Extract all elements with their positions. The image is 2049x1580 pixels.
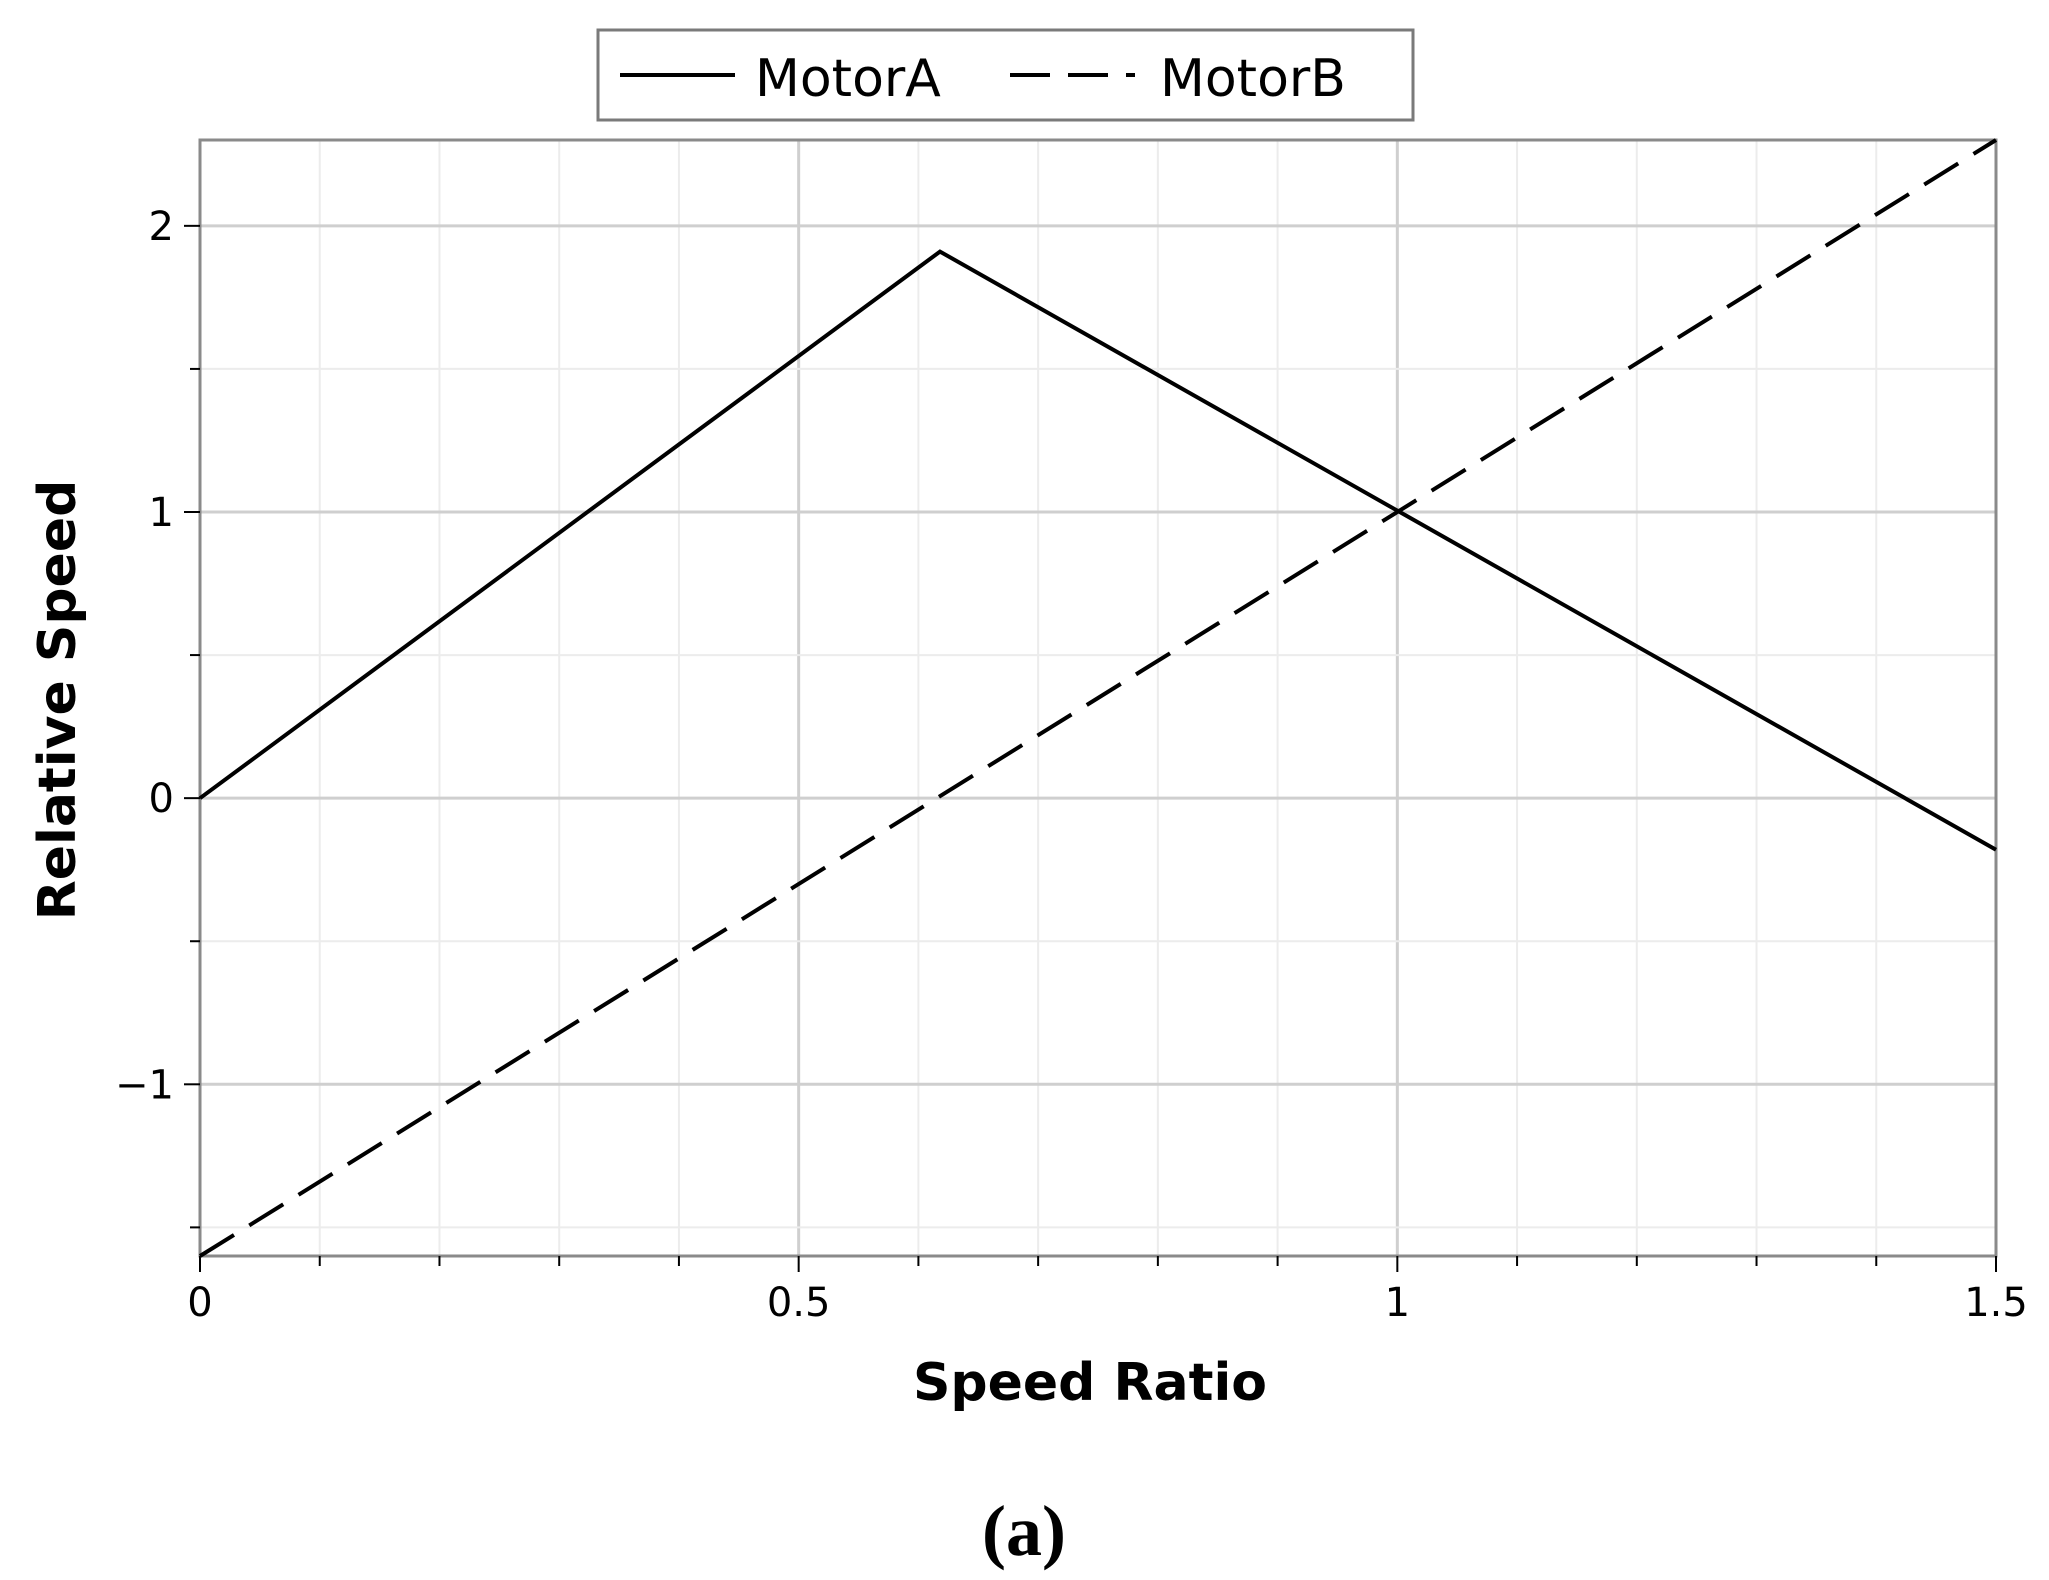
x-tick-label: 1.5 xyxy=(1964,1280,2028,1326)
legend-label-motor-b: MotorB xyxy=(1160,49,1346,109)
y-tick-label: 2 xyxy=(149,204,174,250)
x-tick-label: 0 xyxy=(187,1280,212,1326)
legend-label-motor-a: MotorA xyxy=(755,49,941,109)
y-tick-label: 0 xyxy=(149,776,174,822)
y-tick-label: 1 xyxy=(149,490,174,536)
plot-area-frame xyxy=(198,138,1998,1258)
y-axis-label: Relative Speed xyxy=(28,480,88,921)
x-tick-label: 0.5 xyxy=(767,1280,831,1326)
series-line-motorb xyxy=(198,138,1998,1258)
x-tick-label: 1 xyxy=(1385,1280,1410,1326)
legend: MotorA MotorB xyxy=(596,28,1415,122)
x-axis-label: Speed Ratio xyxy=(913,1353,1267,1413)
series-line-motora xyxy=(198,249,1997,852)
series-lines xyxy=(198,138,1998,1258)
axis-ticks: 0 0.5 1 1.5 −1 0 1 2 xyxy=(115,204,2028,1326)
grid xyxy=(198,140,1998,1256)
y-tick-label: −1 xyxy=(115,1062,174,1108)
figure-caption: (a) xyxy=(982,1491,1066,1571)
